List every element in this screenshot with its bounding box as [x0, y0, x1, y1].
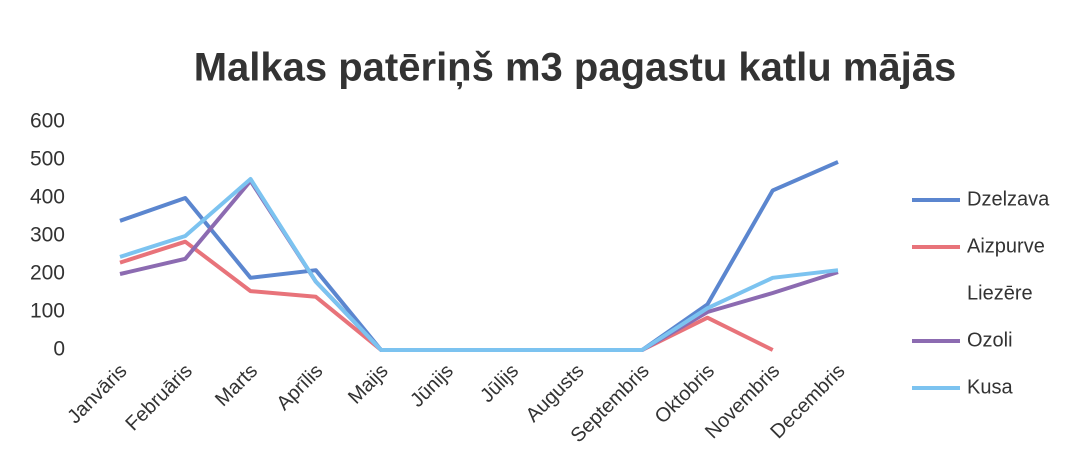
x-tick-label: Februāris — [122, 360, 197, 435]
legend-label: Aizpurve — [967, 235, 1045, 257]
legend-label: Ozoli — [967, 329, 1013, 351]
x-tick-label: Maijs — [344, 360, 393, 409]
x-tick-label: Marts — [211, 360, 262, 411]
x-tick-label: Oktobris — [651, 360, 719, 428]
x-tick-label: Augusts — [522, 360, 589, 427]
series-line — [119, 177, 839, 352]
legend-label: Dzelzava — [967, 188, 1050, 210]
y-tick-label: 500 — [30, 148, 65, 171]
y-tick-label: 0 — [53, 338, 65, 361]
y-tick-label: 600 — [30, 110, 65, 133]
x-tick-label: Jūnijs — [406, 360, 458, 412]
chart-title: Malkas patēriņš m3 pagastu katlu mājās — [194, 46, 957, 90]
legend-label: Liezēre — [967, 282, 1033, 304]
legend-label: Kusa — [967, 376, 1013, 398]
y-tick-label: 200 — [30, 262, 65, 285]
x-tick-label: Janvāris — [63, 360, 131, 428]
series-line — [119, 239, 774, 352]
y-tick-label: 400 — [30, 186, 65, 209]
x-tick-label: Jūlijs — [476, 360, 523, 407]
y-tick-label: 100 — [30, 300, 65, 323]
x-tick-label: Aprīlis — [272, 360, 327, 415]
series-line — [119, 160, 839, 352]
y-tick-label: 300 — [30, 224, 65, 247]
